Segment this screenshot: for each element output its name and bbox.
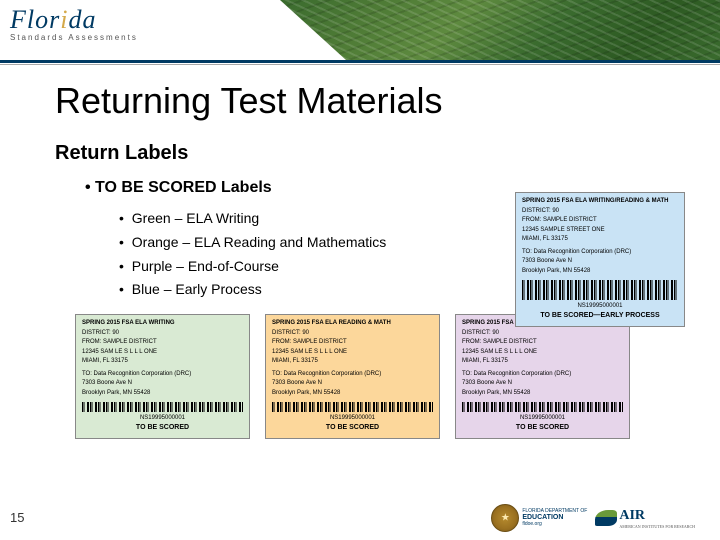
label-from3: MIAMI, FL 33175 [82, 358, 243, 366]
label-footer: TO BE SCORED [82, 424, 243, 433]
label-district: DISTRICT: 90 [272, 330, 433, 338]
barcode [82, 402, 243, 412]
state-seal-icon [491, 504, 519, 532]
footer-logos: FLORIDA DEPARTMENT OF EDUCATION fldoe.or… [491, 504, 695, 532]
label-from2: 12345 SAMPLE STREET ONE [522, 227, 678, 235]
label-to: TO: Data Recognition Corporation (DRC) [272, 371, 433, 379]
label-purple: SPRING 2015 FSA EOC DISTRICT: 90 FROM: S… [455, 314, 630, 439]
label-from: FROM: SAMPLE DISTRICT [82, 339, 243, 347]
edu-top: FLORIDA DEPARTMENT OF [522, 508, 587, 514]
label-from3: MIAMI, FL 33175 [522, 236, 678, 244]
label-to: TO: Data Recognition Corporation (DRC) [462, 371, 623, 379]
label-footer: TO BE SCORED [272, 424, 433, 433]
label-green: SPRING 2015 FSA ELA WRITING DISTRICT: 90… [75, 314, 250, 439]
label-to3: Brooklyn Park, MN 55428 [82, 390, 243, 398]
education-logo: FLORIDA DEPARTMENT OF EDUCATION fldoe.or… [491, 504, 587, 532]
label-district: DISTRICT: 90 [462, 330, 623, 338]
label-footer: TO BE SCORED—EARLY PROCESS [522, 312, 678, 321]
label-to3: Brooklyn Park, MN 55428 [272, 390, 433, 398]
label-header: SPRING 2015 FSA ELA READING & MATH [272, 320, 433, 328]
label-from3: MIAMI, FL 33175 [272, 358, 433, 366]
label-from: FROM: SAMPLE DISTRICT [522, 217, 678, 225]
label-header: SPRING 2015 FSA ELA WRITING/READING & MA… [522, 198, 678, 206]
brand-sub-text: Standards Assessments [10, 33, 138, 42]
label-number: NS19995000001 [462, 415, 623, 423]
label-from2: 12345 SAM LE S L L L ONE [462, 349, 623, 357]
air-subtext: AMERICAN INSTITUTES FOR RESEARCH [619, 524, 695, 529]
label-from: FROM: SAMPLE DISTRICT [272, 339, 433, 347]
edu-site: fldoe.org [522, 521, 541, 527]
label-header: SPRING 2015 FSA ELA WRITING [82, 320, 243, 328]
label-from: FROM: SAMPLE DISTRICT [462, 339, 623, 347]
brand-logo: Florida Standards Assessments [10, 5, 138, 42]
label-district: DISTRICT: 90 [522, 208, 678, 216]
label-to3: Brooklyn Park, MN 55428 [522, 268, 678, 276]
barcode [462, 402, 623, 412]
label-orange: SPRING 2015 FSA ELA READING & MATH DISTR… [265, 314, 440, 439]
label-from2: 12345 SAM LE S L L L ONE [272, 349, 433, 357]
slide-header: Florida Standards Assessments [0, 0, 720, 60]
air-logo: AIR AMERICAN INSTITUTES FOR RESEARCH [595, 508, 695, 529]
label-to3: Brooklyn Park, MN 55428 [462, 390, 623, 398]
subtitle: Return Labels [55, 142, 680, 165]
air-text: AIR [619, 508, 645, 523]
label-to2: 7303 Boone Ave N [82, 380, 243, 388]
label-to2: 7303 Boone Ave N [462, 380, 623, 388]
label-number: NS19995000001 [522, 303, 678, 311]
header-rule-thick [0, 60, 720, 63]
label-district: DISTRICT: 90 [82, 330, 243, 338]
label-blue: SPRING 2015 FSA ELA WRITING/READING & MA… [515, 192, 685, 327]
label-to: TO: Data Recognition Corporation (DRC) [82, 371, 243, 379]
label-number: NS19995000001 [82, 415, 243, 423]
air-swoosh-icon [595, 510, 617, 526]
label-number: NS19995000001 [272, 415, 433, 423]
label-to2: 7303 Boone Ave N [272, 380, 433, 388]
brand-main-text: Florida [10, 5, 138, 35]
label-to: TO: Data Recognition Corporation (DRC) [522, 249, 678, 257]
barcode [522, 280, 678, 300]
education-text: FLORIDA DEPARTMENT OF EDUCATION fldoe.or… [522, 509, 587, 528]
barcode [272, 402, 433, 412]
page-title: Returning Test Materials [55, 80, 680, 122]
label-from2: 12345 SAM LE S L L L ONE [82, 349, 243, 357]
label-from3: MIAMI, FL 33175 [462, 358, 623, 366]
palm-background [280, 0, 720, 60]
label-to2: 7303 Boone Ave N [522, 258, 678, 266]
label-footer: TO BE SCORED [462, 424, 623, 433]
label-row: SPRING 2015 FSA ELA WRITING DISTRICT: 90… [75, 314, 680, 439]
page-number: 15 [10, 510, 24, 525]
